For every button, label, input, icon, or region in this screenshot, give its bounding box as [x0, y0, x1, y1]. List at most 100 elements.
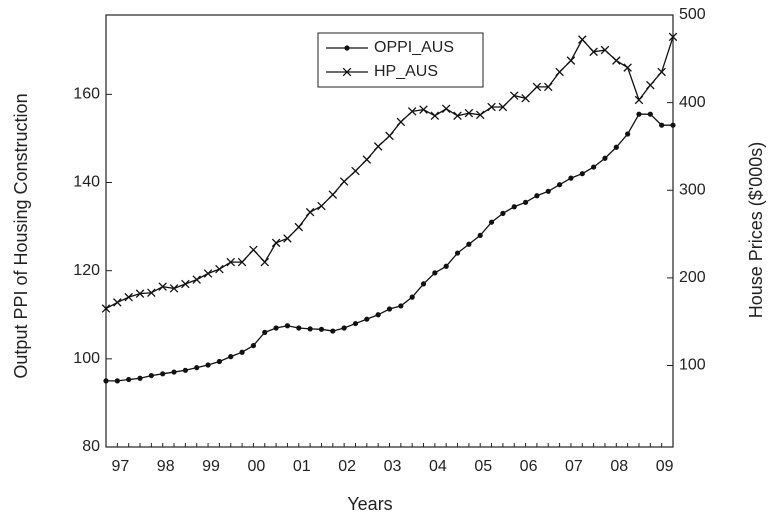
point	[668, 32, 678, 42]
point	[419, 105, 428, 114]
point	[101, 304, 111, 313]
point	[500, 210, 506, 216]
point	[634, 95, 644, 105]
y-axis-label: Output PPI of Housing Construction	[11, 93, 31, 378]
point	[344, 45, 350, 51]
point	[362, 155, 372, 164]
point	[328, 190, 338, 199]
point	[432, 270, 438, 276]
point	[670, 122, 676, 128]
x-tick-label: 97	[111, 458, 129, 475]
point	[203, 269, 213, 278]
point	[420, 281, 427, 287]
point	[237, 257, 247, 267]
y2-tick-label: 500	[679, 6, 706, 23]
y-tick-label: 160	[73, 86, 100, 103]
point	[228, 354, 234, 360]
point	[114, 378, 120, 384]
point	[498, 102, 508, 112]
point	[283, 234, 292, 243]
x-tick-label: 06	[520, 458, 538, 475]
point	[555, 67, 564, 77]
point	[625, 131, 631, 137]
point	[284, 323, 291, 329]
point	[169, 284, 179, 293]
point	[578, 35, 587, 44]
point	[602, 155, 608, 161]
y2-tick-label: 200	[679, 269, 706, 286]
point	[137, 375, 143, 381]
point	[307, 326, 313, 332]
point	[623, 63, 632, 72]
point	[192, 275, 201, 284]
point	[147, 288, 156, 298]
point	[613, 144, 619, 150]
point	[612, 56, 621, 65]
point	[545, 188, 551, 194]
point	[262, 329, 268, 335]
point	[488, 219, 495, 225]
y2-tick-label: 300	[679, 181, 706, 198]
point	[511, 204, 517, 210]
point	[373, 142, 383, 151]
legend-box	[317, 32, 484, 88]
point	[182, 367, 188, 373]
point	[126, 376, 132, 383]
x-tick-label: 01	[293, 458, 311, 475]
point	[171, 369, 177, 375]
point	[215, 264, 224, 274]
point	[443, 263, 449, 269]
point	[216, 358, 222, 365]
point	[294, 222, 304, 232]
point	[659, 122, 665, 128]
legend-label: HP_AUS	[374, 63, 438, 80]
point	[249, 245, 258, 255]
point	[250, 343, 257, 349]
y2-axis-label: House Prices ($'000s)	[746, 142, 766, 319]
point	[487, 102, 496, 112]
point	[318, 326, 325, 332]
y-tick-label: 100	[73, 350, 100, 367]
point	[273, 325, 279, 331]
x-axis-label: Years	[347, 494, 392, 514]
point	[342, 67, 352, 77]
point	[647, 111, 653, 117]
point	[454, 250, 461, 256]
point	[591, 164, 597, 170]
x-tick-label: 98	[157, 458, 175, 475]
point	[646, 80, 655, 90]
point	[305, 207, 315, 217]
x-tick-label: 00	[248, 458, 266, 475]
point	[441, 104, 451, 114]
point	[409, 294, 415, 300]
point	[407, 107, 417, 116]
point	[330, 328, 336, 334]
point	[341, 325, 347, 331]
point	[271, 238, 281, 248]
point	[364, 316, 370, 322]
x-tick-label: 09	[656, 458, 674, 475]
point	[158, 282, 167, 291]
point	[534, 193, 540, 199]
point	[351, 166, 360, 176]
y2-tick-label: 400	[679, 94, 706, 111]
point	[636, 111, 642, 117]
point	[568, 175, 574, 181]
point	[579, 171, 585, 177]
point	[396, 117, 406, 127]
x-tick-label: 03	[384, 458, 402, 475]
point	[103, 378, 109, 384]
x-tick-label: 05	[474, 458, 492, 475]
point	[532, 82, 542, 92]
point	[194, 365, 200, 371]
point	[239, 349, 245, 355]
point	[181, 279, 190, 289]
point	[296, 325, 302, 331]
point	[589, 47, 598, 57]
point	[466, 241, 472, 247]
point	[557, 182, 563, 188]
point	[135, 289, 145, 298]
point	[339, 177, 349, 186]
point	[352, 320, 359, 327]
point	[386, 306, 393, 312]
